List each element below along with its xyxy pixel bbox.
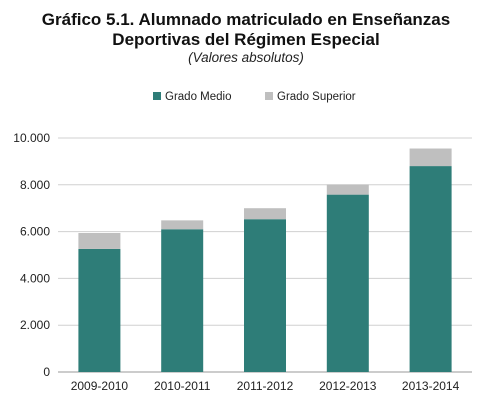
y-tick-label: 8.000 <box>20 178 50 192</box>
bar-grado-superior <box>78 233 121 249</box>
bar-grado-superior <box>244 208 286 220</box>
bar-grado-superior <box>326 184 369 195</box>
chart-subtitle: (Valores absolutos) <box>188 50 304 65</box>
bar-grado-superior <box>409 148 452 167</box>
x-tick-label: 2012-2013 <box>319 379 377 393</box>
bar-grado-superior <box>161 220 204 230</box>
bar-grado-medio <box>161 229 204 372</box>
y-tick-label: 2.000 <box>20 318 50 332</box>
legend-label: Grado Superior <box>277 91 356 103</box>
bar-grado-medio <box>409 166 452 372</box>
x-tick-label: 2009-2010 <box>71 379 129 393</box>
chart-title-line-2: Deportivas del Régimen Especial <box>112 30 380 49</box>
y-axis-tick-labels: 0 2.000 4.000 6.000 8.000 10.000 <box>13 131 50 379</box>
legend-swatch <box>265 92 273 100</box>
x-tick-label: 2010-2011 <box>154 379 211 393</box>
chart-title-line-1: Gráfico 5.1. Alumnado matriculado en Ens… <box>41 10 451 29</box>
x-tick-label: 2011-2012 <box>237 379 294 393</box>
x-axis-tick-labels: 2009-2010 2010-2011 2011-2012 2012-2013 2013… <box>71 379 460 393</box>
y-tick-label: 4.000 <box>20 271 50 285</box>
bars <box>78 148 452 372</box>
bar-grado-medio <box>78 248 121 372</box>
x-tick-label: 2013-2014 <box>402 379 460 393</box>
bar-grado-medio <box>244 219 286 372</box>
legend-label: Grado Medio <box>165 91 231 103</box>
bar-grado-medio <box>326 194 369 372</box>
legend: Grado Medio Grado Superior <box>153 91 356 103</box>
y-tick-label: 0 <box>43 365 50 379</box>
title-block: Gráfico 5.1. Alumnado matriculado en Ens… <box>0 10 492 66</box>
y-tick-label: 10.000 <box>13 131 50 145</box>
legend-swatch <box>153 92 161 100</box>
y-tick-label: 6.000 <box>20 225 50 239</box>
